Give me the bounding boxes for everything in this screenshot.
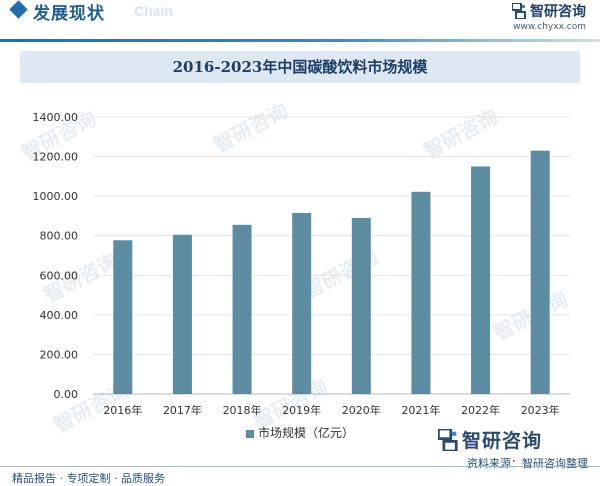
x-tick-label: 2017年 bbox=[163, 403, 202, 417]
y-tick-label: 200.00 bbox=[40, 348, 79, 361]
brand-logo-icon bbox=[512, 3, 526, 19]
section-title: 发展现状 bbox=[33, 4, 105, 24]
bar bbox=[471, 166, 491, 394]
legend-swatch bbox=[245, 429, 254, 438]
source-note: 资料来源：智研咨询整理 bbox=[467, 457, 588, 470]
bar bbox=[172, 234, 192, 394]
legend-label: 市场规模（亿元） bbox=[257, 426, 354, 440]
bar bbox=[411, 191, 431, 394]
chart-title-band: 2016-2023年中国碳酸饮料市场规模 bbox=[20, 51, 580, 83]
bar bbox=[113, 240, 133, 394]
y-tick-label: 0.00 bbox=[54, 388, 79, 401]
footer-divider bbox=[0, 466, 600, 467]
header-divider bbox=[0, 39, 600, 42]
bar bbox=[351, 217, 371, 394]
brand-url[interactable]: www.chyxx.com bbox=[513, 22, 586, 32]
y-tick-label: 400.00 bbox=[40, 309, 79, 322]
y-tick-label: 1200.00 bbox=[33, 151, 79, 164]
y-tick-label: 800.00 bbox=[40, 230, 79, 243]
x-tick-label: 2020年 bbox=[342, 403, 381, 417]
chart-title: 2016-2023年中国碳酸饮料市场规模 bbox=[172, 58, 428, 76]
y-tick-label: 1400.00 bbox=[33, 111, 79, 124]
bar bbox=[530, 150, 550, 394]
chart-legend: 市场规模（亿元） bbox=[0, 424, 600, 441]
bar bbox=[292, 212, 312, 394]
header: 发展现状 Chain 智研咨询 www.chyxx.com bbox=[0, 0, 600, 42]
brand-name: 智研咨询 bbox=[530, 4, 586, 20]
x-tick-label: 2022年 bbox=[461, 403, 500, 417]
x-tick-label: 2019年 bbox=[282, 403, 321, 417]
bar bbox=[232, 224, 252, 394]
x-tick-label: 2018年 bbox=[223, 403, 262, 417]
source-brand-logo-icon bbox=[438, 428, 458, 451]
header-ghost-text: Chain bbox=[134, 3, 173, 19]
footer-services: 精品报告 · 专项定制 · 品质服务 bbox=[12, 472, 165, 485]
x-tick-label: 2023年 bbox=[521, 403, 560, 417]
source-brand-name: 智研咨询 bbox=[462, 430, 543, 452]
x-tick-label: 2016年 bbox=[103, 403, 142, 417]
y-tick-label: 1000.00 bbox=[33, 190, 79, 203]
source-brand: 智研咨询 bbox=[438, 426, 542, 453]
x-tick-label: 2021年 bbox=[401, 403, 440, 417]
brand[interactable]: 智研咨询 www.chyxx.com bbox=[512, 1, 586, 32]
y-tick-label: 600.00 bbox=[40, 269, 79, 282]
